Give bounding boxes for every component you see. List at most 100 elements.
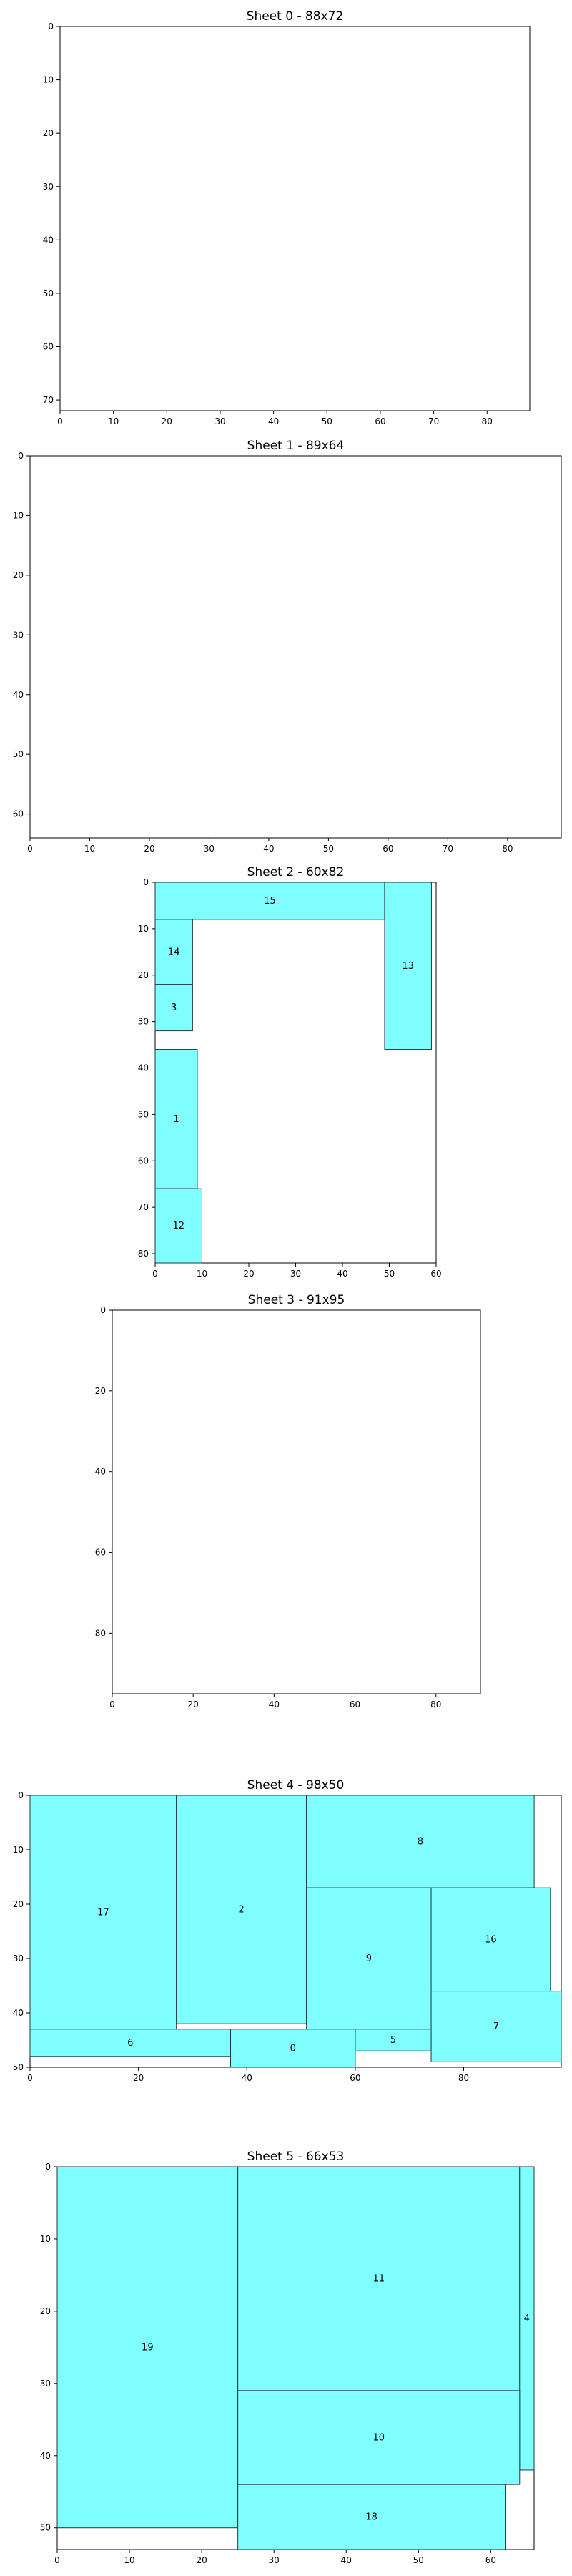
sheet-2-plot: Sheet 2 - 60x82 15 13 14 3 1 12 0 10 20 30 40 50 60 0 1… (138, 865, 442, 1279)
sheet-2-piece-label-13: 13 (402, 961, 414, 972)
sheet-2-xtick-label-10: 10 (197, 1269, 207, 1279)
sheet-1-ytick-label-40: 40 (13, 690, 24, 700)
sheet-4-piece-0 (230, 2029, 356, 2068)
sheet-1-xtick-label-30: 30 (204, 844, 214, 854)
sheet-3-plot: Sheet 3 - 91x95 0 20 40 60 80 0 20 40 60 80 (95, 1293, 481, 1709)
sheet-2-xtick-label-40: 40 (337, 1269, 347, 1279)
sheet-5-ytick-label-0: 0 (45, 2162, 51, 2172)
sheet-1-ytick-label-60: 60 (13, 809, 24, 819)
sheet-4-ytick-label-50: 50 (13, 2062, 24, 2072)
sheet-1-ytick-label-0: 0 (18, 451, 24, 461)
sheet-5-title: Sheet 5 - 66x53 (247, 2150, 345, 2164)
sheet-1-ytick-label-30: 30 (13, 630, 24, 640)
sheet-5-xtick-label-10: 10 (124, 2555, 134, 2565)
sheet-0-xtick-label-60: 60 (375, 416, 385, 426)
sheet-4-piece-label-16: 16 (485, 1934, 497, 1945)
sheet-1-xtick-label-20: 20 (144, 844, 154, 854)
sheet-5-piece-label-10: 10 (373, 2433, 385, 2444)
sheet-0-xtick-label-50: 50 (322, 416, 332, 426)
sheet-1-xtick-label-50: 50 (323, 844, 334, 854)
sheet-0-xtick-label-10: 10 (108, 416, 119, 426)
sheet-2-piece-14 (154, 919, 193, 985)
sheet-4-xtick-label-60: 60 (350, 2073, 360, 2083)
sheet-4-piece-7 (430, 1991, 562, 2062)
sheet-2-piece-1 (154, 1049, 198, 1189)
sheet-2-xtick-label-50: 50 (384, 1269, 395, 1279)
sheet-4-piece-9 (306, 1887, 432, 2030)
sheet-5-ytick-label-10: 10 (40, 2234, 51, 2244)
sheet-0-xtick-label-30: 30 (214, 416, 225, 426)
sheet-4-xtick-label-80: 80 (458, 2073, 469, 2083)
sheet-2-piece-12 (154, 1188, 202, 1264)
sheet-3-xtick-label-0: 0 (109, 1699, 115, 1709)
sheet-3-xtick-label-80: 80 (430, 1699, 441, 1709)
sheet-2-ytick-label-10: 10 (138, 924, 149, 934)
sheet-5-xtick-label-0: 0 (54, 2555, 60, 2565)
sheet-2-piece-15 (154, 882, 385, 920)
sheet-0-ytick-label-0: 0 (48, 21, 54, 31)
sheet-5-piece-label-18: 18 (365, 2512, 378, 2523)
sheet-5-piece-label-4: 4 (524, 2313, 530, 2324)
sheet-2-xtick-label-0: 0 (152, 1269, 158, 1279)
sheet-3-ytick-label-80: 80 (95, 1628, 106, 1638)
sheet-1-title: Sheet 1 - 89x64 (247, 439, 345, 453)
sheet-2-piece-label-1: 1 (173, 1114, 179, 1125)
sheet-2-piece-label-3: 3 (171, 1002, 177, 1013)
sheet-5-xtick-label-60: 60 (485, 2555, 496, 2565)
sheet-4-ytick-label-40: 40 (13, 2008, 24, 2018)
sheet-2-piece-label-15: 15 (264, 896, 276, 907)
sheet-4-piece-8 (306, 1795, 535, 1888)
sheet-0-ytick-label-60: 60 (43, 342, 54, 352)
sheet-4-piece-label-0: 0 (290, 2043, 296, 2054)
sheet-0-plot: Sheet 0 - 88x72 0 10 20 30 40 50 60 70 80 0 10 20 30 4… (43, 9, 531, 426)
sheet-5-piece-11 (237, 2166, 521, 2391)
sheet-1-xtick-label-70: 70 (443, 844, 453, 854)
sheet-2-ytick-label-20: 20 (138, 970, 149, 980)
sheet-5-piece-18 (237, 2484, 506, 2550)
sheet-3-title: Sheet 3 - 91x95 (248, 1293, 345, 1307)
sheet-5-piece-label-11: 11 (373, 2273, 385, 2284)
sheet-4-piece-label-9: 9 (366, 1953, 372, 1964)
sheet-0-ytick-label-50: 50 (43, 288, 54, 298)
sheet-1-ytick-label-10: 10 (13, 510, 24, 520)
sheet-5-ytick-label-40: 40 (40, 2451, 51, 2461)
sheet-4-xtick-label-20: 20 (133, 2073, 144, 2083)
sheet-0-ytick-label-30: 30 (43, 182, 54, 192)
sheet-5-ytick-label-50: 50 (40, 2523, 51, 2533)
sheet-3-frame (112, 1309, 481, 1694)
sheet-4-piece-16 (430, 1887, 551, 1992)
sheet-1-ytick-label-20: 20 (13, 570, 24, 580)
sheet-2-xtick-label-20: 20 (243, 1269, 254, 1279)
sheet-4-piece-label-6: 6 (127, 2038, 133, 2049)
sheet-0-xtick-label-20: 20 (162, 416, 172, 426)
sheet-5-piece-19 (56, 2166, 239, 2529)
sheet-4-ytick-label-20: 20 (13, 1899, 24, 1909)
sheet-1-xtick-label-80: 80 (502, 844, 513, 854)
sheet-4-piece-label-7: 7 (493, 2021, 499, 2032)
sheet-5-piece-10 (237, 2390, 521, 2485)
sheet-4-piece-label-5: 5 (390, 2035, 396, 2046)
sheet-2-title: Sheet 2 - 60x82 (247, 865, 345, 879)
sheet-0-ytick-label-70: 70 (43, 395, 54, 405)
sheet-1-xtick-label-10: 10 (84, 844, 95, 854)
sheet-3-ytick-label-0: 0 (100, 1305, 106, 1315)
sheet-2-piece-3 (154, 984, 193, 1032)
sheet-4-xtick-label-40: 40 (242, 2073, 252, 2083)
sheet-5-xtick-label-50: 50 (413, 2555, 424, 2565)
sheet-2-ytick-label-60: 60 (138, 1156, 149, 1166)
sheet-1-xtick-label-0: 0 (27, 844, 33, 854)
sheet-5-piece-4 (519, 2166, 535, 2471)
sheet-0-ytick-label-40: 40 (43, 235, 54, 245)
sheet-0-xtick-label-0: 0 (57, 416, 63, 426)
sheet-3-xtick-label-40: 40 (269, 1699, 280, 1709)
sheet-0-xtick-label-80: 80 (482, 416, 493, 426)
sheet-5-plot: Sheet 5 - 66x53 19 11 4 10 18 0 10 20 30 40 50 60 0 10… (40, 2150, 535, 2565)
sheet-4-piece-5 (355, 2029, 432, 2051)
sheet-0-xtick-label-70: 70 (428, 416, 439, 426)
sheet-2-ytick-label-30: 30 (138, 1017, 149, 1027)
sheet-5-ytick-label-30: 30 (40, 2379, 51, 2389)
sheet-1-plot: Sheet 1 - 89x64 0 10 20 30 40 50 60 70 80 0 10 20 30 4… (13, 439, 562, 854)
sheet-4-piece-2 (176, 1795, 307, 2024)
